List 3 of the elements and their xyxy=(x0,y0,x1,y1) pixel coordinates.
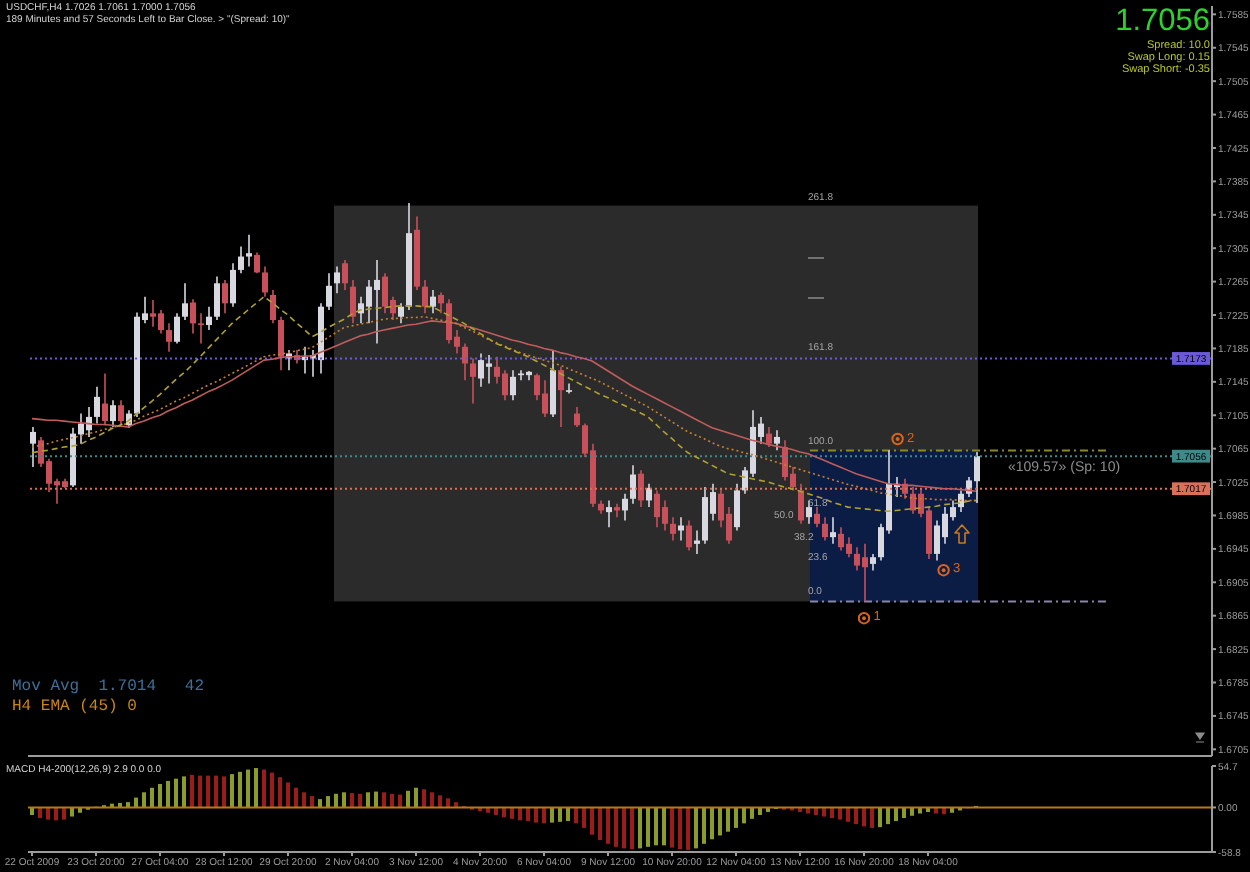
annotation: H4 EMA (45) 0 xyxy=(12,698,137,716)
annotation: 1.7056 xyxy=(1115,3,1210,37)
annotation: Mov Avg 1.7014 42 xyxy=(12,678,205,696)
